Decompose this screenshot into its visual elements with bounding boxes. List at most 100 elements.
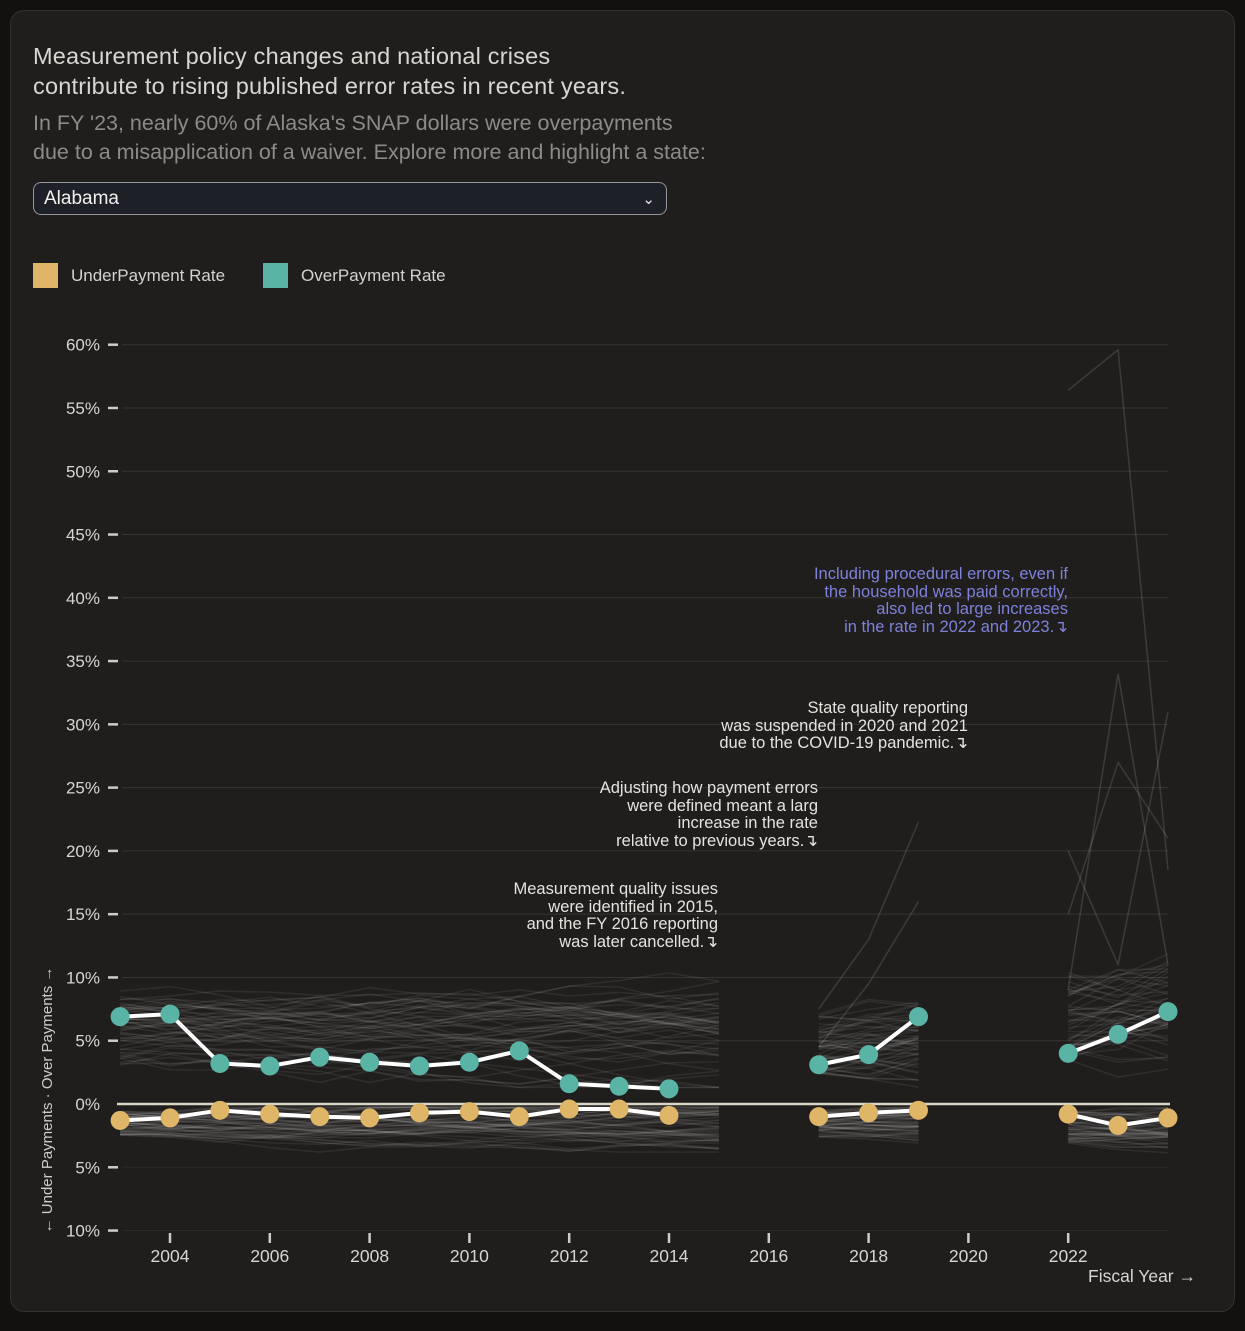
ghost-state-line <box>120 994 720 1015</box>
ghost-state-line <box>120 993 719 1030</box>
ghost-state-line <box>818 1121 919 1127</box>
ghost-state-line <box>818 1124 919 1127</box>
underpayment-point-2011[interactable] <box>509 1107 529 1127</box>
ghost-state-line <box>818 1073 919 1088</box>
underpayment-point-2007[interactable] <box>310 1107 330 1127</box>
underpayment-point-2006[interactable] <box>260 1104 280 1124</box>
overpayment-point-2019[interactable] <box>909 1007 928 1027</box>
underpayment-point-2019[interactable] <box>909 1100 928 1120</box>
x-tick-label: 2012 <box>550 1246 589 1266</box>
overpayment-point-2004[interactable] <box>160 1004 180 1024</box>
ghost-state-line <box>818 1071 919 1081</box>
ghost-state-line <box>1068 1139 1169 1148</box>
ghost-state-line <box>818 1132 919 1138</box>
ghost-state-line <box>119 999 720 1030</box>
overpayment-point-2003[interactable] <box>110 1007 130 1027</box>
ghost-state-line <box>818 1133 919 1142</box>
overpayment-point-2017[interactable] <box>809 1055 829 1075</box>
underpayment-point-2003[interactable] <box>110 1110 130 1130</box>
ghost-state-line <box>120 1121 719 1139</box>
page-title-line-2: contribute to rising published error rat… <box>33 73 627 99</box>
ghost-state-line <box>818 1037 919 1044</box>
ghost-state-line <box>818 1136 919 1144</box>
ghost-state-line <box>119 997 720 1029</box>
ghost-state-line <box>818 1122 919 1131</box>
legend-item-overpayment: OverPayment Rate <box>263 263 446 288</box>
overpayment-point-2007[interactable] <box>310 1047 330 1067</box>
underpayment-point-2014[interactable] <box>659 1105 679 1125</box>
overpayment-point-2008[interactable] <box>360 1052 380 1072</box>
ghost-state-line <box>818 1130 919 1142</box>
legend: UnderPayment Rate OverPayment Rate <box>33 263 446 288</box>
ghost-state-line <box>818 1000 919 1018</box>
underpayment-point-2018[interactable] <box>859 1103 879 1123</box>
ghost-state-line <box>818 1071 919 1081</box>
ghost-state-line <box>1068 991 1169 1004</box>
ghost-state-line <box>120 1125 719 1142</box>
ghost-state-line <box>818 1125 919 1132</box>
state-select[interactable]: Alabama <box>33 182 667 215</box>
underpayment-point-2013[interactable] <box>609 1099 629 1119</box>
overpayment-point-2022[interactable] <box>1058 1043 1078 1063</box>
underpayment-point-2017[interactable] <box>809 1107 829 1127</box>
underpayment-point-2004[interactable] <box>160 1108 180 1128</box>
ghost-state-line <box>120 1033 719 1055</box>
underpayment-point-2009[interactable] <box>410 1103 429 1123</box>
underpayment-point-2022[interactable] <box>1058 1104 1078 1124</box>
underpayment-point-2023[interactable] <box>1108 1116 1128 1136</box>
underpayment-point-2012[interactable] <box>559 1099 579 1119</box>
ghost-state-line <box>818 901 920 1048</box>
y-tick-label: 60% <box>66 336 100 355</box>
overpayment-point-2013[interactable] <box>609 1076 629 1096</box>
overpayment-point-2012[interactable] <box>559 1074 579 1094</box>
ghost-state-line <box>818 1015 919 1033</box>
ghost-state-line <box>1068 985 1169 997</box>
y-tick-label: 45% <box>66 526 100 545</box>
overpayment-point-2024[interactable] <box>1158 1002 1178 1022</box>
ghost-state-line <box>1068 1010 1169 1024</box>
y-tick-label: 20% <box>66 842 100 861</box>
ghost-state-line <box>1068 1009 1169 1028</box>
y-tick-label: 0% <box>75 1095 100 1114</box>
overpayment-point-2009[interactable] <box>410 1056 429 1076</box>
ghost-state-line <box>1068 1138 1169 1147</box>
overpayment-point-2006[interactable] <box>260 1056 280 1076</box>
ghost-state-line <box>818 1067 919 1082</box>
y-tick-label: 40% <box>66 589 100 608</box>
ghost-state-line <box>120 1131 719 1152</box>
chart-annotation-1: Including procedural errors, even if the… <box>813 565 1068 636</box>
ghost-state-line <box>818 1127 919 1133</box>
ghost-state-line <box>120 1017 719 1047</box>
overpayment-point-2010[interactable] <box>459 1052 479 1072</box>
overpayment-point-2005[interactable] <box>210 1054 230 1074</box>
ghost-state-line <box>119 1011 720 1041</box>
ghost-state-line <box>818 1121 919 1127</box>
overpayment-point-2014[interactable] <box>659 1079 679 1099</box>
y-tick-label: 10% <box>66 968 100 987</box>
ghost-state-line <box>120 1015 719 1050</box>
underpayment-point-2005[interactable] <box>210 1100 230 1120</box>
ghost-state-line <box>120 996 720 1037</box>
ghost-state-line <box>120 1121 719 1137</box>
ghost-state-line <box>818 1130 919 1140</box>
underpayment-point-2008[interactable] <box>360 1108 380 1128</box>
underpayment-point-2010[interactable] <box>459 1102 479 1122</box>
underpayment-point-2024[interactable] <box>1158 1108 1178 1128</box>
chart-annotation-3: Adjusting how payment errors were define… <box>599 779 818 850</box>
ghost-state-line <box>119 1034 720 1061</box>
ghost-state-line <box>120 1006 720 1029</box>
overpayment-point-2011[interactable] <box>509 1041 529 1061</box>
ghost-state-line <box>1067 968 1169 991</box>
ghost-state-line <box>120 1123 719 1137</box>
ghost-state-line <box>120 1131 719 1145</box>
ghost-state-line <box>818 1130 919 1135</box>
ghost-state-line <box>1068 1049 1169 1063</box>
overpayment-point-2018[interactable] <box>859 1045 879 1065</box>
y-tick-label: 25% <box>66 779 100 798</box>
y-tick-label: 50% <box>66 462 100 481</box>
ghost-state-line <box>1068 1135 1169 1144</box>
ghost-state-line <box>818 1018 919 1031</box>
overpayment-point-2023[interactable] <box>1108 1024 1128 1044</box>
ghost-state-line <box>119 1024 720 1062</box>
x-tick-label: 2014 <box>650 1246 689 1266</box>
